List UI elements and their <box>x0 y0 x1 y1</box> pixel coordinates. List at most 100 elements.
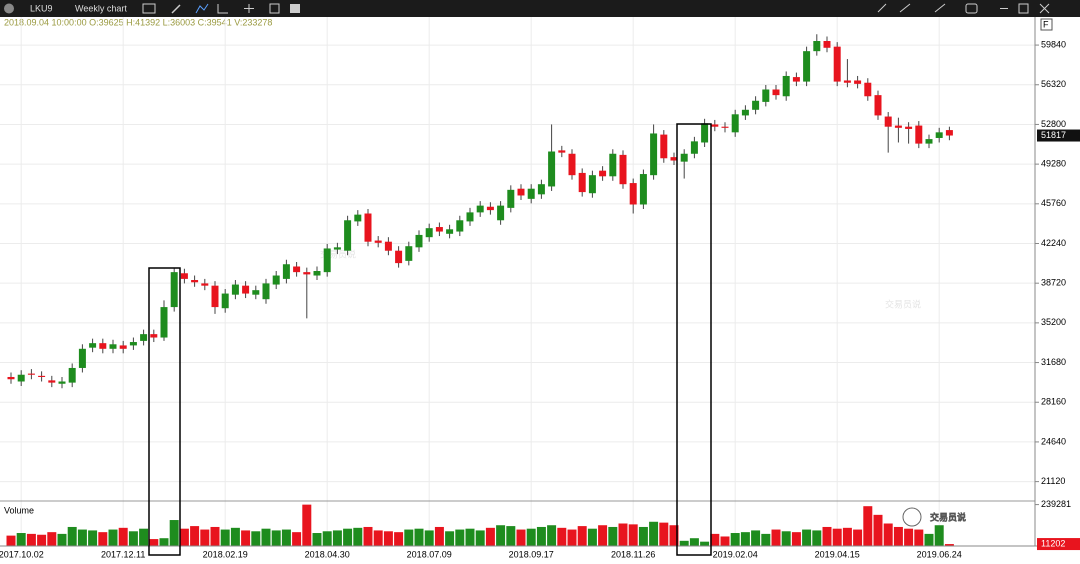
volume-bar <box>577 526 587 546</box>
y-tick-label: 59840 <box>1041 39 1066 49</box>
candle-body <box>945 130 953 136</box>
toolbar <box>0 0 1080 17</box>
screenshot-button[interactable] <box>965 3 978 14</box>
candle-body <box>211 285 219 308</box>
candle-body <box>639 174 647 205</box>
candle-body <box>894 125 902 128</box>
volume-bar <box>230 527 240 546</box>
y-tick-label: 31680 <box>1041 357 1066 367</box>
volume-bar <box>57 533 67 546</box>
x-tick-label: 2018.11.26 <box>611 549 655 559</box>
app-icon[interactable] <box>4 3 14 14</box>
volume-bar <box>88 530 98 546</box>
candle-body <box>486 206 494 211</box>
chart-type-button[interactable] <box>142 3 156 14</box>
volume-bar <box>781 531 791 546</box>
volume-bar <box>740 532 750 546</box>
volume-bar <box>842 527 852 546</box>
candle-body <box>140 334 148 341</box>
volume-bar <box>873 514 883 546</box>
volume-bar <box>812 530 822 546</box>
indicator-button[interactable] <box>195 3 209 14</box>
volume-bar <box>944 544 954 546</box>
layout-button[interactable] <box>269 3 280 14</box>
candle-body <box>7 376 15 380</box>
candle-body <box>548 151 556 187</box>
candle-body <box>578 172 586 193</box>
volume-bar <box>434 526 444 546</box>
y-tick-label: 38720 <box>1041 278 1066 288</box>
volume-bar <box>363 526 373 546</box>
watermark: 交易员说 <box>885 298 921 309</box>
volume-bar <box>628 524 638 546</box>
crosshair-button[interactable] <box>244 4 254 13</box>
last-price-tag <box>1037 129 1080 142</box>
volume-bar <box>485 527 495 546</box>
y-tick-label: 35200 <box>1041 317 1066 327</box>
candle-body <box>823 41 831 48</box>
volume-bar <box>832 528 842 546</box>
candle-body <box>89 343 97 348</box>
volume-bar <box>934 525 944 546</box>
candle-body <box>476 205 484 213</box>
scale-button[interactable] <box>217 4 228 14</box>
volume-bar <box>730 533 740 546</box>
volume-bar <box>791 532 801 546</box>
x-tick-label: 2018.07.09 <box>407 549 452 559</box>
symbol[interactable]: LKU9 <box>30 3 53 13</box>
volume-bar <box>669 525 679 546</box>
volume-bar <box>710 533 720 546</box>
y-tick-label: 52800 <box>1041 119 1066 129</box>
candle-body <box>854 80 862 84</box>
template-button[interactable] <box>290 4 300 13</box>
volume-bar <box>853 529 863 546</box>
y-tick-label: 56320 <box>1041 79 1066 89</box>
candle-body <box>466 212 474 222</box>
candle-body <box>415 234 423 248</box>
candle-body <box>905 126 913 129</box>
candle-body <box>38 375 46 377</box>
candle-body <box>446 229 454 234</box>
volume-bar <box>720 536 730 546</box>
candle-body <box>588 175 596 194</box>
candle-body <box>925 139 933 144</box>
y-tick-label: 45760 <box>1041 198 1066 208</box>
candle-body <box>731 114 739 133</box>
volume-bar <box>149 539 159 546</box>
draw-button[interactable] <box>171 4 181 14</box>
candle-body <box>78 348 86 368</box>
volume-bar <box>169 520 179 546</box>
fullscreen-icon: F <box>1043 19 1049 29</box>
volume-bar <box>496 525 506 546</box>
candle-body <box>772 89 780 96</box>
x-tick-label: 2018.04.30 <box>305 549 350 559</box>
candle-body <box>354 214 362 222</box>
candle-body <box>201 283 209 286</box>
volume-bar <box>6 535 16 546</box>
x-tick-label: 2019.02.04 <box>713 549 758 559</box>
fullscreen-button[interactable] <box>1040 18 1053 31</box>
candle-body <box>272 275 280 285</box>
timeframe[interactable]: Weekly chart <box>75 3 127 13</box>
candle-body <box>119 345 127 349</box>
close-button[interactable] <box>1039 3 1050 14</box>
highlight-box <box>148 267 181 556</box>
y-tick-label: 42240 <box>1041 238 1066 248</box>
last-price-label: 51817 <box>1041 130 1066 140</box>
maximize-button[interactable] <box>1018 3 1029 14</box>
last-volume-tag <box>1037 538 1080 551</box>
volume-bar <box>516 529 526 546</box>
volume-bar <box>445 531 455 546</box>
volume-bar <box>251 531 261 546</box>
volume-bar <box>220 529 230 546</box>
tools[interactable] <box>877 3 946 13</box>
volume-bar <box>292 532 302 546</box>
volume-bar <box>118 527 128 546</box>
info-line: 2018.09.04 10:00:00 O:39625 H:41392 L:36… <box>4 17 272 27</box>
volume-bar <box>261 528 271 546</box>
candle-body <box>650 133 658 176</box>
candle-body <box>231 284 239 295</box>
volume-bar <box>47 532 57 546</box>
candle-body <box>405 246 413 261</box>
